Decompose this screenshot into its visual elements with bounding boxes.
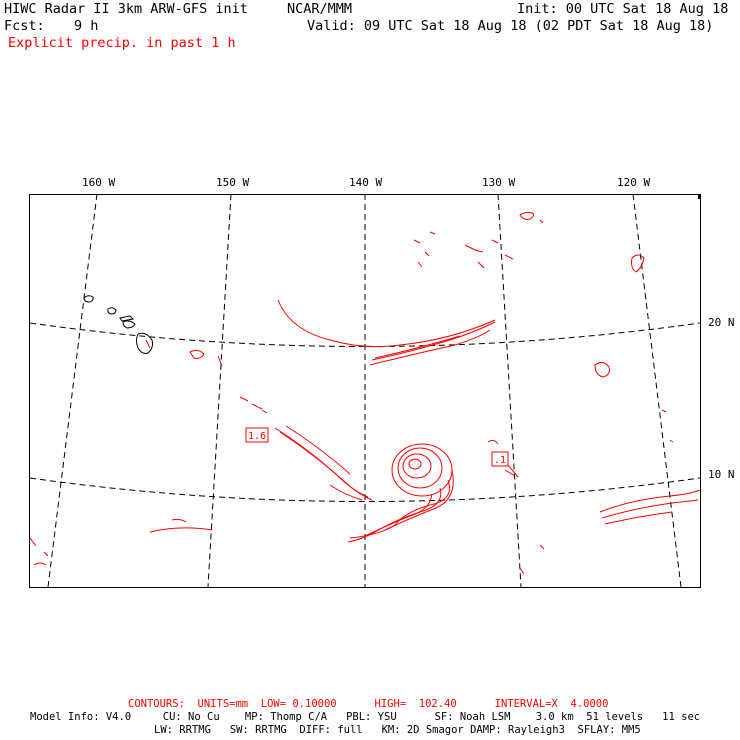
- band-northwest-3: [285, 425, 351, 475]
- svg-text:1.6: 1.6: [248, 431, 266, 442]
- field-description: Explicit precip. in past 1 h: [8, 35, 236, 51]
- band-north-arc-1: [277, 299, 496, 348]
- cells-west-1: [189, 349, 223, 367]
- meridian-120w: [632, 193, 682, 588]
- band-between-1: [329, 484, 363, 501]
- lat-label-20n: 20 N: [708, 316, 735, 329]
- island-maui: [122, 320, 136, 329]
- contour-label-0-1: .1: [491, 451, 509, 467]
- band-southeast-1: [599, 489, 701, 513]
- hurricane-lane: [347, 443, 454, 543]
- band-northwest-2: [279, 431, 373, 501]
- island-kauai: [83, 295, 94, 303]
- svg-text:.1: .1: [494, 455, 506, 466]
- island-molokai: [119, 315, 135, 322]
- eye-ring-1: [408, 458, 422, 470]
- graticule: [29, 193, 701, 588]
- model-info-line1: Model Info: V4.0 CU: No Cu MP: Thomp C/A…: [30, 711, 701, 723]
- rainband-1: [349, 479, 450, 539]
- map-title: HIWC Radar II 3km ARW-GFS init: [4, 1, 248, 17]
- corner-marker: [698, 194, 701, 199]
- cells-east-3: [661, 409, 674, 443]
- model-info-line2: LW: RRTMG SW: RRTMG DIFF: full KM: 2D Sm…: [154, 724, 641, 736]
- rainband-3: [364, 493, 433, 537]
- cells-east-1: [631, 254, 645, 273]
- cells-north-3: [519, 211, 544, 224]
- meridian-160w: [47, 193, 98, 588]
- forecast-label: Fcst:: [4, 18, 45, 34]
- cells-southwest-3: [29, 537, 49, 566]
- cells-west-2: [145, 339, 151, 349]
- island-big-island: [136, 332, 153, 354]
- valid-time: Valid: 09 UTC Sat 18 Aug 18 (02 PDT Sat …: [307, 18, 714, 34]
- band-southeast-2: [601, 499, 699, 519]
- cells-south-1: [519, 544, 545, 575]
- init-time: Init: 00 UTC Sat 18 Aug 18: [517, 1, 729, 17]
- hawaiian-islands: [83, 295, 153, 354]
- meridian-150w: [207, 193, 232, 588]
- forecast-hour: 9 h: [74, 18, 99, 34]
- meridian-130w: [497, 193, 522, 588]
- org-label: NCAR/MMM: [287, 1, 353, 17]
- lat-label-10n: 10 N: [708, 468, 735, 481]
- cells-north-2: [464, 239, 514, 269]
- band-southwest-1: [149, 527, 213, 533]
- lon-label-130w: 130 W: [482, 176, 516, 189]
- island-oahu: [107, 307, 117, 315]
- lon-label-140w: 140 W: [349, 176, 383, 189]
- lon-label-150w: 150 W: [216, 176, 250, 189]
- lon-label-160w: 160 W: [82, 176, 116, 189]
- band-north-arc-2: [371, 321, 496, 361]
- eye-ring-3: [397, 447, 443, 489]
- eye-ring-2: [402, 453, 432, 479]
- parallel-10n: [29, 477, 701, 502]
- precip-contours: [29, 211, 701, 575]
- parallel-20n: [29, 322, 701, 347]
- contour-info: CONTOURS: UNITS=mm LOW= 0.10000 HIGH= 10…: [128, 698, 609, 710]
- band-small-1: [239, 396, 268, 414]
- contour-label-1-6: 1.6: [245, 427, 269, 443]
- band-north-arc-3: [369, 329, 491, 366]
- band-southeast-3: [604, 511, 673, 525]
- band-north-arc-4: [374, 335, 461, 359]
- rainband-2: [347, 487, 442, 543]
- lon-label-120w: 120 W: [617, 176, 651, 189]
- band-southwest-2: [171, 518, 187, 523]
- rainband-4: [384, 469, 454, 531]
- cells-north-1: [413, 231, 436, 268]
- cells-east-2: [594, 361, 610, 378]
